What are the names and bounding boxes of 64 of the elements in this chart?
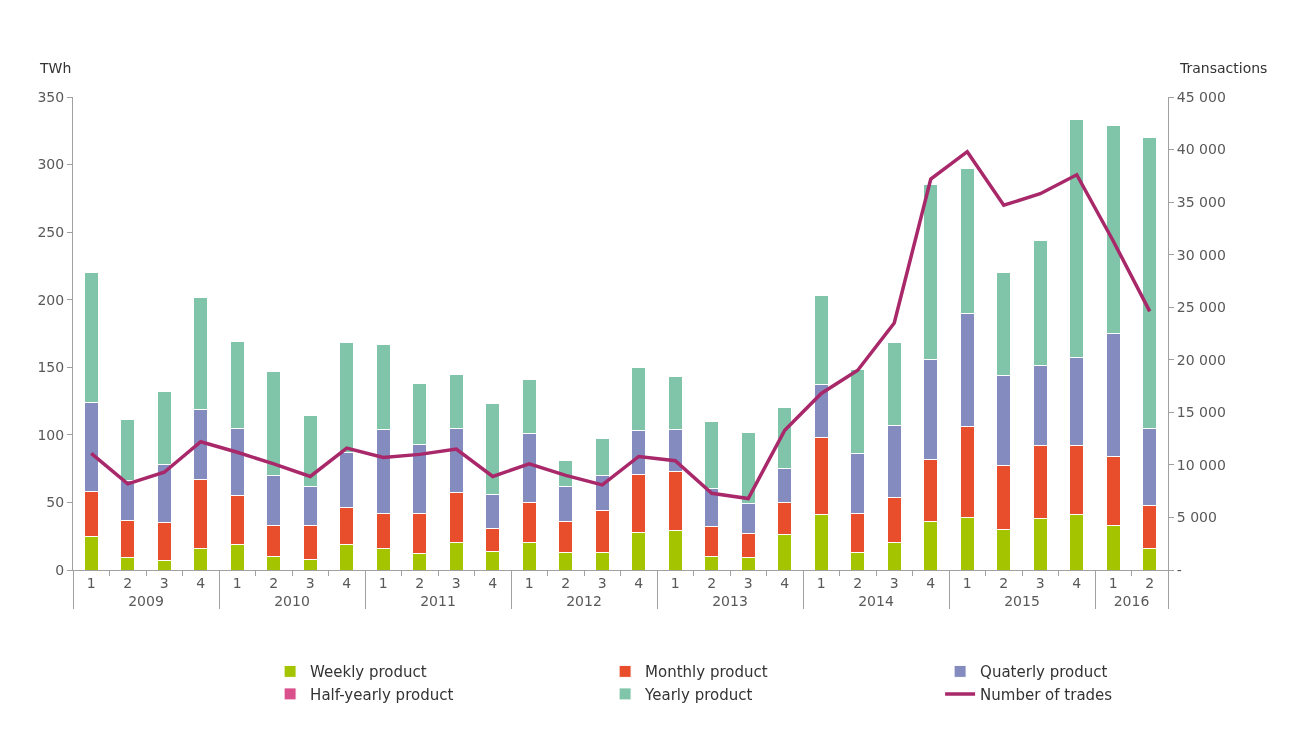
x-tick-label: 4 — [926, 574, 936, 591]
x-tick-label: 3 — [743, 574, 753, 591]
legend-label: Number of trades — [980, 685, 1113, 704]
y2-tick-label: 15 000 — [1176, 404, 1226, 421]
text: 2012 — [566, 592, 602, 609]
y-tick-label: 150 — [37, 359, 65, 376]
x-tick-label: 4 — [196, 574, 206, 591]
x-tick-label: 2 — [269, 574, 279, 591]
x-tick-label: 1 — [816, 574, 826, 591]
x-tick-label: 1 — [524, 574, 534, 591]
x-tick-label: 4 — [634, 574, 644, 591]
y2-tick-label: 10 000 — [1176, 456, 1226, 473]
legend-label: Monthly product — [645, 663, 768, 682]
x-tick-label: 2 — [1145, 574, 1155, 591]
y-tick-label: 300 — [37, 156, 65, 173]
x-tick-label: 2 — [999, 574, 1009, 591]
x-tick-label: 2 — [123, 574, 133, 591]
y2-tick-label: 35 000 — [1176, 194, 1226, 211]
y2-tick-label: 30 000 — [1176, 246, 1226, 263]
text: 2011 — [420, 592, 456, 609]
x-tick-label: 3 — [889, 574, 899, 591]
text: 2010 — [274, 592, 310, 609]
y-tick-label: 200 — [37, 291, 65, 308]
text: 2015 — [1004, 592, 1040, 609]
x-tick-label: 2 — [707, 574, 717, 591]
text: 2014 — [858, 592, 894, 609]
legend-label: Weekly product — [310, 663, 427, 682]
y2-tick-label: - — [1176, 561, 1182, 578]
x-tick-label: 4 — [488, 574, 498, 591]
legend-label: Quaterly product — [980, 663, 1108, 682]
x-tick-label: 4 — [342, 574, 352, 591]
y-axis-title: TWh — [39, 60, 72, 76]
legend-label: Yearly product — [644, 685, 753, 704]
y2-tick-label: 25 000 — [1176, 299, 1226, 316]
x-tick-label: 3 — [1035, 574, 1045, 591]
x-tick-label: 3 — [597, 574, 607, 591]
x-tick-label: 3 — [159, 574, 169, 591]
y2-axis-title: Transactions — [1179, 60, 1268, 76]
y2-tick-label: 40 000 — [1176, 141, 1226, 158]
x-tick-label: 3 — [305, 574, 315, 591]
y-tick-label: 100 — [37, 426, 65, 443]
x-tick-label: 1 — [86, 574, 96, 591]
x-tick-label: 3 — [451, 574, 461, 591]
x-tick-label: 4 — [780, 574, 790, 591]
x-tick-label: 1 — [670, 574, 680, 591]
y2-tick-label: 45 000 — [1176, 88, 1226, 105]
x-tick-label: 1 — [1108, 574, 1118, 591]
y-tick-label: 50 — [46, 494, 65, 511]
y2-tick-label: 5 000 — [1176, 509, 1217, 526]
x-tick-label: 1 — [378, 574, 388, 591]
y-tick-label: 0 — [55, 561, 65, 578]
text: 2013 — [712, 592, 748, 609]
y-tick-label: 250 — [37, 224, 65, 241]
legend-label: Half-yearly product — [310, 685, 454, 704]
x-tick-label: 4 — [1072, 574, 1082, 591]
text: 2016 — [1113, 592, 1150, 609]
x-tick-label: 2 — [853, 574, 863, 591]
x-tick-label: 1 — [232, 574, 242, 591]
y-tick-label: 350 — [37, 88, 65, 105]
y2-tick-label: 20 000 — [1176, 351, 1226, 368]
x-tick-label: 2 — [415, 574, 425, 591]
x-tick-label: 1 — [962, 574, 972, 591]
x-tick-label: 2 — [561, 574, 571, 591]
text: 2009 — [128, 592, 164, 609]
